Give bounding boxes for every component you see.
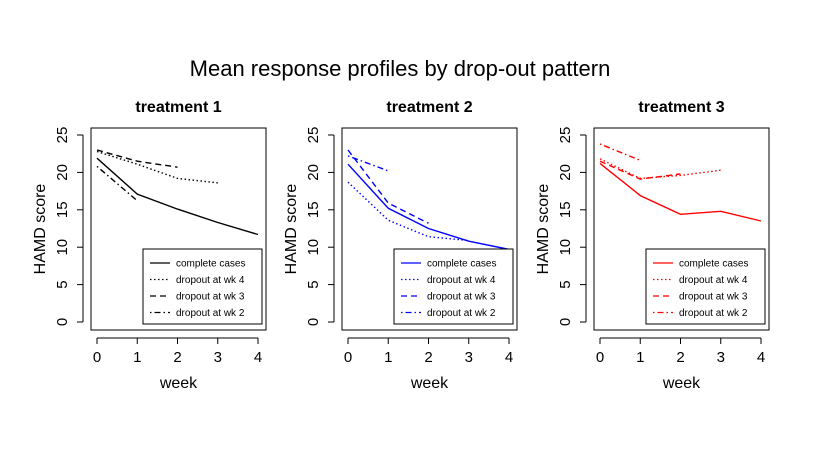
y-tick-label: 25 (54, 127, 71, 144)
x-tick-label: 4 (505, 349, 513, 366)
legend-label: dropout at wk 2 (427, 308, 496, 319)
y-tick-label: 25 (305, 127, 322, 144)
series-line-dashed (599, 160, 681, 180)
y-tick-label: 5 (54, 280, 71, 288)
legend-label: dropout at wk 3 (176, 292, 245, 303)
legend-label: complete cases (427, 259, 496, 270)
y-tick-label: 5 (305, 280, 322, 288)
legend-label: dropout at wk 4 (679, 275, 748, 286)
series-line-solid (96, 157, 259, 236)
y-tick-label: 15 (557, 201, 574, 218)
legend-box (142, 248, 263, 325)
series-line-dotted (96, 150, 218, 184)
figure-title: Mean response profiles by drop-out patte… (190, 56, 611, 81)
x-tick-label: 2 (424, 349, 432, 366)
y-tick-label: 0 (54, 318, 71, 326)
y-tick-label: 15 (305, 201, 322, 218)
series-line-dotted (347, 181, 469, 242)
legend-label: dropout at wk 3 (679, 292, 748, 303)
legend-box (645, 248, 766, 325)
y-tick-label: 20 (54, 164, 71, 181)
plot-frame (90, 127, 267, 331)
y-tick-label: 20 (305, 164, 322, 181)
legend-label: dropout at wk 4 (427, 275, 496, 286)
x-axis-label: week (159, 375, 198, 392)
series-line-solid (599, 162, 762, 222)
y-tick-label: 0 (305, 318, 322, 326)
y-tick-label: 10 (305, 239, 322, 256)
series-line-dotdash (347, 155, 389, 172)
y-tick-label: 10 (557, 239, 574, 256)
panel-title: treatment 2 (386, 99, 472, 116)
series-line-dotted (599, 158, 721, 180)
legend-label: dropout at wk 2 (176, 308, 245, 319)
legend-label: dropout at wk 4 (176, 275, 245, 286)
y-tick-label: 5 (557, 280, 574, 288)
panel-3: treatment 3 0 1 2 3 4 week 0 5 10 15 20 25 HAMD score… (535, 99, 770, 392)
x-tick-label: 2 (676, 349, 684, 366)
x-axis-label: week (662, 375, 701, 392)
x-tick-label: 4 (757, 349, 765, 366)
panel-2: treatment 2 0 1 2 3 4 week 0 5 10 15 20 25 HAMD score… (283, 99, 518, 392)
y-axis-label: HAMD score (535, 184, 552, 275)
x-tick-label: 1 (636, 349, 644, 366)
series-line-dashed (347, 149, 429, 224)
panel-1: treatment 1 0 1 2 3 4 week 0 5 10 15 20 25 HAMD score… (32, 99, 267, 392)
y-tick-label: 20 (557, 164, 574, 181)
panel-title: treatment 3 (638, 99, 724, 116)
x-tick-label: 1 (384, 349, 392, 366)
x-tick-label: 3 (214, 349, 222, 366)
panel-title: treatment 1 (135, 99, 221, 116)
x-tick-label: 0 (596, 349, 604, 366)
y-tick-label: 25 (557, 127, 574, 144)
legend-label: dropout at wk 2 (679, 308, 748, 319)
y-axis-label: HAMD score (32, 184, 49, 275)
y-tick-label: 0 (557, 318, 574, 326)
x-tick-label: 4 (254, 349, 262, 366)
series-line-dotdash (96, 165, 138, 202)
y-tick-label: 10 (54, 239, 71, 256)
legend-box (393, 248, 514, 325)
series-line-dashed (96, 149, 178, 168)
series-line-solid (347, 163, 510, 251)
y-tick-label: 15 (54, 201, 71, 218)
series-line-dotdash (599, 143, 641, 162)
plot-frame (341, 127, 518, 331)
x-tick-label: 3 (465, 349, 473, 366)
legend-label: complete cases (176, 259, 245, 270)
legend-label: dropout at wk 3 (427, 292, 496, 303)
x-tick-label: 0 (93, 349, 101, 366)
x-tick-label: 1 (133, 349, 141, 366)
x-tick-label: 3 (717, 349, 725, 366)
x-axis-label: week (410, 375, 449, 392)
plot-frame (593, 127, 770, 331)
legend-label: complete cases (679, 259, 748, 270)
y-axis-label: HAMD score (283, 184, 300, 275)
x-tick-label: 0 (344, 349, 352, 366)
x-tick-label: 2 (173, 349, 181, 366)
